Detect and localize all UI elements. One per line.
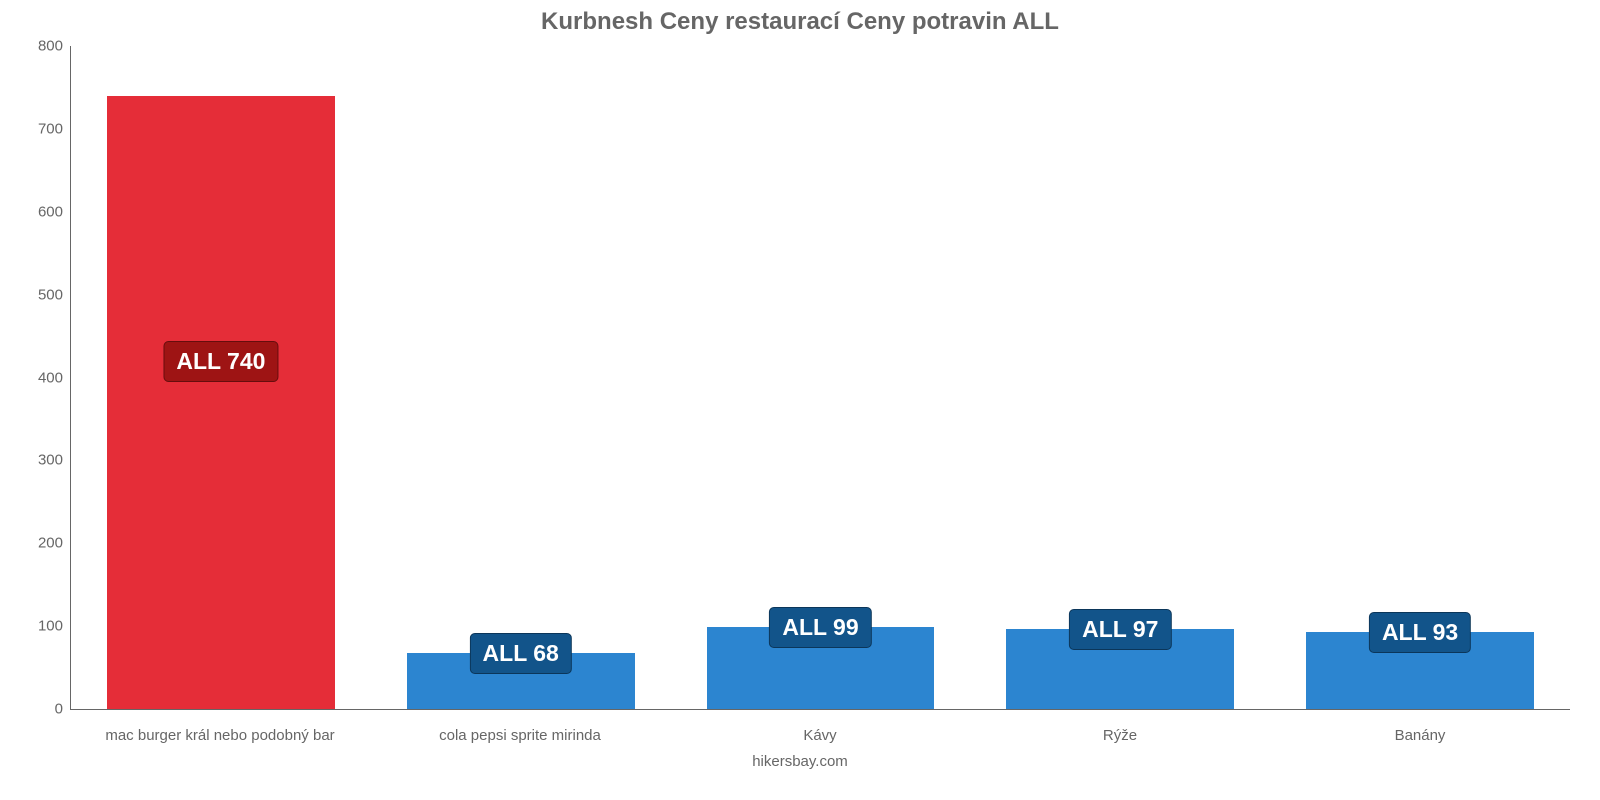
bar: ALL 740 [107,96,335,709]
y-tick-label: 400 [21,369,63,386]
value-badge: ALL 68 [470,633,572,674]
y-tick-label: 600 [21,203,63,220]
bar-slot: ALL 93 [1306,46,1534,709]
value-badge: ALL 93 [1369,612,1471,653]
chart-title: Kurbnesh Ceny restaurací Ceny potravin A… [0,0,1600,36]
bar-slot: ALL 99 [707,46,935,709]
bars-container: ALL 740 ALL 68 ALL 99 ALL 97 ALL 93 [71,46,1570,709]
bar-slot: ALL 68 [407,46,635,709]
attribution-text: hikersbay.com [0,753,1600,770]
bar: ALL 93 [1306,632,1534,709]
y-tick-label: 700 [21,120,63,137]
value-badge: ALL 97 [1069,609,1171,650]
bar: ALL 97 [1006,629,1234,709]
x-axis-label: Kávy [670,727,970,744]
y-tick-label: 200 [21,535,63,552]
price-bar-chart: Kurbnesh Ceny restaurací Ceny potravin A… [0,0,1600,800]
y-tick-label: 500 [21,286,63,303]
value-badge: ALL 99 [769,607,871,648]
bar-slot: ALL 97 [1006,46,1234,709]
bar: ALL 99 [707,627,935,709]
y-tick-label: 0 [21,701,63,718]
bar: ALL 68 [407,653,635,709]
x-axis-label: Rýže [970,727,1270,744]
x-axis-label: Banány [1270,727,1570,744]
x-axis-label: cola pepsi sprite mirinda [370,727,670,744]
x-axis-label: mac burger král nebo podobný bar [70,727,370,744]
y-tick-label: 300 [21,452,63,469]
bar-slot: ALL 740 [107,46,335,709]
plot-area: ALL 740ALL 68ALL 99ALL 97ALL 93 01002003… [70,46,1570,710]
x-axis-labels: mac burger král nebo podobný barcola pep… [70,727,1570,744]
y-tick-label: 100 [21,618,63,635]
y-tick-label: 800 [21,38,63,55]
value-badge: ALL 740 [163,341,278,382]
